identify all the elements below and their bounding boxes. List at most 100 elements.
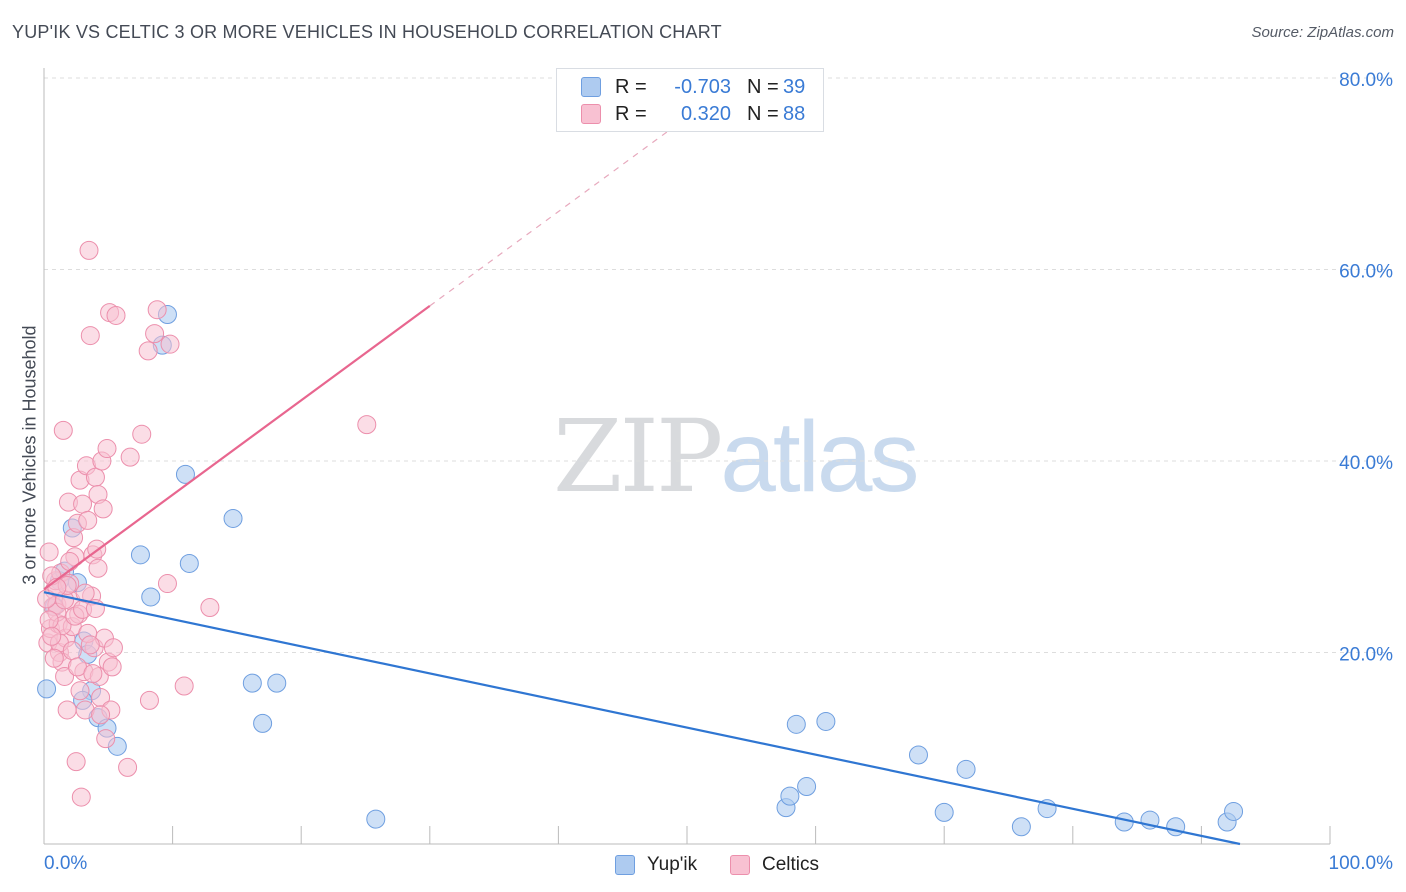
yupik-point: [37, 679, 57, 699]
celtic-point: [132, 424, 152, 444]
watermark-zip: ZIP: [553, 398, 723, 515]
celtic-r-value: 0.320: [680, 102, 731, 125]
grid-lines: [44, 77, 1393, 653]
correlation-legend: R = -0.703 N = 39 R = 0.320 N = 88: [556, 68, 824, 132]
celtic-point: [80, 635, 100, 655]
celtic-point: [139, 690, 159, 710]
celtic-point: [57, 700, 77, 720]
yupik-point: [179, 553, 199, 573]
celtic-point: [39, 610, 59, 630]
celtic-point: [55, 666, 75, 686]
celtic-r-label: R =: [615, 102, 647, 125]
celtic-point: [118, 757, 138, 777]
axes: [43, 68, 1331, 845]
yupik-point: [956, 759, 976, 779]
celtic-point: [78, 510, 98, 530]
yupik-r-label: R =: [615, 75, 647, 98]
celtic-n-label: N =: [747, 102, 779, 125]
celtic-point: [174, 676, 194, 696]
celtic-trend-line: [43, 304, 431, 591]
yupik-r-value: -0.703: [674, 75, 731, 98]
yupik-point: [908, 745, 928, 765]
celtic-point: [147, 300, 167, 320]
legend-item-yupik: Yup'ik: [615, 853, 697, 877]
chart-title: YUP'IK VS CELTIC 3 OR MORE VEHICLES IN H…: [12, 22, 722, 42]
y-tick-label: 40.0%: [1339, 453, 1393, 474]
celtic-point: [62, 641, 82, 661]
yupik-point: [366, 809, 386, 829]
legend-item-celtics: Celtics: [730, 853, 819, 877]
yupik-point: [253, 713, 273, 733]
legend-celtics-swatch: [730, 855, 750, 875]
celtic-point: [79, 240, 99, 260]
celtic-point: [80, 326, 100, 346]
celtic-swatch: [581, 104, 601, 124]
celtic-point: [160, 334, 180, 354]
yupik-swatch: [581, 77, 601, 97]
watermark: ZIPatlas: [553, 398, 920, 515]
celtic-point: [106, 305, 126, 325]
celtic-point: [93, 499, 113, 519]
yupik-point: [816, 711, 836, 731]
source-label: Source: ZipAtlas.com: [1251, 24, 1394, 41]
yupik-point: [242, 673, 262, 693]
celtic-point: [97, 439, 117, 459]
yupik-point: [175, 464, 195, 484]
celtic-point: [102, 657, 122, 677]
yupik-point: [797, 777, 817, 797]
celtic-point: [73, 494, 93, 514]
yupik-point: [1224, 801, 1244, 821]
celtic-point: [53, 420, 73, 440]
yupik-point: [223, 508, 243, 528]
celtic-point: [71, 787, 91, 807]
yupik-point: [130, 545, 150, 565]
celtic-point: [357, 415, 377, 435]
celtic-points: [37, 240, 377, 807]
yupik-point: [1011, 817, 1031, 837]
legend-yupik-swatch: [615, 855, 635, 875]
celtic-point: [145, 324, 165, 344]
yupik-point: [780, 786, 800, 806]
legend-celtics-label: Celtics: [762, 854, 820, 875]
celtic-point: [88, 558, 108, 578]
trend-lines: [43, 116, 1241, 846]
celtic-point: [42, 626, 62, 646]
legend-row-yupik: R = -0.703 N = 39: [581, 75, 805, 99]
yupik-point: [1166, 817, 1186, 837]
celtic-point: [96, 729, 116, 749]
celtic-point: [157, 574, 177, 594]
celtic-n-value: 88: [783, 102, 806, 125]
celtic-point: [70, 681, 90, 701]
celtic-point: [85, 467, 105, 487]
watermark-atlas: atlas: [720, 401, 919, 513]
celtic-point: [91, 705, 111, 725]
y-tick-label: 80.0%: [1339, 70, 1393, 91]
celtic-point: [83, 664, 103, 684]
yupik-points: [37, 305, 1244, 837]
celtic-point: [60, 552, 80, 572]
celtic-point: [66, 752, 86, 772]
celtic-point: [138, 341, 158, 361]
yupik-point: [934, 802, 954, 822]
tick-labels: 20.0% 40.0% 60.0% 80.0% 0.0% 100.0%: [44, 70, 1393, 874]
celtic-point: [103, 638, 123, 658]
celtic-point: [200, 597, 220, 617]
y-tick-label: 60.0%: [1339, 262, 1393, 283]
yupik-trend-line: [43, 591, 1241, 846]
legend-yupik-label: Yup'ik: [647, 854, 698, 875]
yupik-point: [141, 587, 161, 607]
celtic-trend-extension: [429, 116, 688, 307]
celtic-point: [75, 583, 95, 603]
yupik-point: [267, 673, 287, 693]
yupik-n-label: N =: [747, 75, 779, 98]
x-tick-label: 0.0%: [44, 853, 87, 874]
yupik-point: [786, 714, 806, 734]
yupik-n-value: 39: [783, 75, 806, 98]
x-tick-label: 100.0%: [1329, 853, 1394, 874]
y-tick-label: 20.0%: [1339, 645, 1393, 666]
celtic-point: [44, 648, 64, 668]
celtic-point: [120, 447, 140, 467]
legend-row-celtic: R = 0.320 N = 88: [581, 102, 805, 126]
celtic-point: [39, 542, 59, 562]
